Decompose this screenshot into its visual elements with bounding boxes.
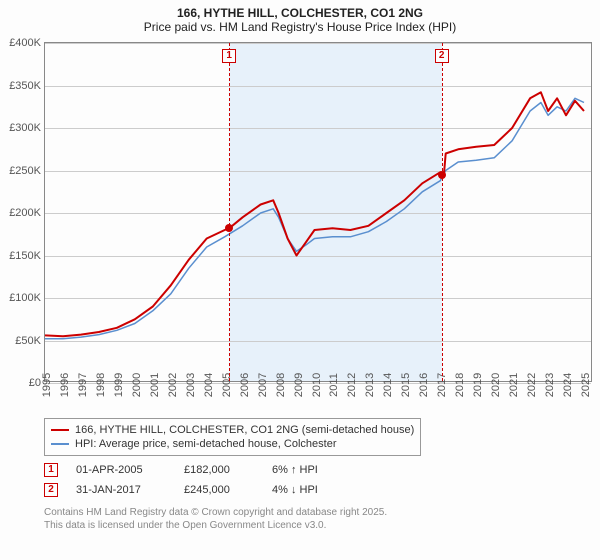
title-line2: Price paid vs. HM Land Registry's House … <box>4 20 596 34</box>
legend-label: HPI: Average price, semi-detached house,… <box>75 438 337 450</box>
event-pct: 6% ↑ HPI <box>272 464 382 476</box>
y-tick-label: £150K <box>9 250 45 262</box>
footer-text: Contains HM Land Registry data © Crown c… <box>44 506 387 532</box>
y-tick-label: £350K <box>9 80 45 92</box>
plot-area: £0£50K£100K£150K£200K£250K£300K£350K£400… <box>44 42 592 382</box>
footer-line2: This data is licensed under the Open Gov… <box>44 519 387 532</box>
event-badge: 2 <box>44 483 58 497</box>
legend-swatch <box>51 443 69 445</box>
y-tick-label: £50K <box>15 335 45 347</box>
event-badge: 1 <box>44 463 58 477</box>
y-tick-label: £250K <box>9 165 45 177</box>
event-table: 1 01-APR-2005 £182,000 6% ↑ HPI 2 31-JAN-2017… <box>44 460 382 500</box>
event-pct: 4% ↓ HPI <box>272 484 382 496</box>
legend-swatch <box>51 429 69 431</box>
chart-container: 166, HYTHE HILL, COLCHESTER, CO1 2NG Pri… <box>0 0 600 560</box>
y-tick-label: £300K <box>9 122 45 134</box>
legend-label: 166, HYTHE HILL, COLCHESTER, CO1 2NG (se… <box>75 424 414 436</box>
legend-item: HPI: Average price, semi-detached house,… <box>51 437 414 451</box>
marker-point-1 <box>225 224 233 232</box>
y-tick-label: £100K <box>9 292 45 304</box>
series-hpi <box>45 98 584 338</box>
series-price_paid <box>45 92 584 336</box>
event-row-1: 1 01-APR-2005 £182,000 6% ↑ HPI <box>44 460 382 480</box>
y-tick-label: £200K <box>9 207 45 219</box>
footer-line1: Contains HM Land Registry data © Crown c… <box>44 506 387 519</box>
title-line1: 166, HYTHE HILL, COLCHESTER, CO1 2NG <box>4 6 596 20</box>
event-row-2: 2 31-JAN-2017 £245,000 4% ↓ HPI <box>44 480 382 500</box>
marker-line-1 <box>229 43 230 381</box>
legend-item: 166, HYTHE HILL, COLCHESTER, CO1 2NG (se… <box>51 423 414 437</box>
title-block: 166, HYTHE HILL, COLCHESTER, CO1 2NG Pri… <box>0 0 600 36</box>
event-price: £245,000 <box>184 484 254 496</box>
marker-point-2 <box>438 171 446 179</box>
marker-badge-1: 1 <box>222 49 236 63</box>
series-svg <box>45 43 591 381</box>
event-price: £182,000 <box>184 464 254 476</box>
y-tick-label: £400K <box>9 37 45 49</box>
marker-line-2 <box>442 43 443 381</box>
event-date: 01-APR-2005 <box>76 464 166 476</box>
marker-badge-2: 2 <box>435 49 449 63</box>
legend-box: 166, HYTHE HILL, COLCHESTER, CO1 2NG (se… <box>44 418 421 456</box>
event-date: 31-JAN-2017 <box>76 484 166 496</box>
